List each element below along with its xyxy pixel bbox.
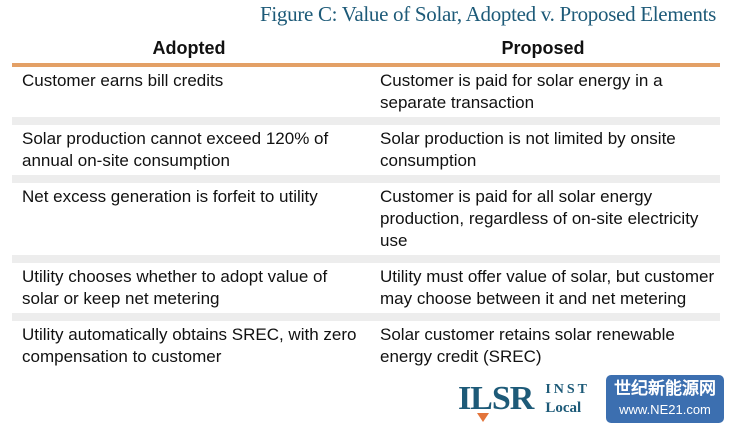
watermark-cn: 世纪新能源网 xyxy=(614,379,716,399)
watermark-url: www.NE21.com xyxy=(619,402,711,417)
row-divider xyxy=(12,117,720,125)
row-divider xyxy=(12,313,720,321)
header-proposed: Proposed xyxy=(501,38,585,58)
proposed-cell: Customer is paid for solar energy in a s… xyxy=(380,71,663,112)
comparison-table: Adopted Proposed Customer earns bill cre… xyxy=(12,34,720,371)
table-row: Utility chooses whether to adopt value o… xyxy=(12,263,720,313)
footer: ILSR INST Local 世纪新能源网 www.NE21.com xyxy=(0,375,730,423)
table-header: Adopted Proposed xyxy=(12,34,720,67)
table-row: Solar production cannot exceed 120% of a… xyxy=(12,125,720,175)
logo-line2: Local xyxy=(545,400,582,416)
triangle-icon xyxy=(476,413,489,422)
adopted-cell: Solar production cannot exceed 120% of a… xyxy=(22,129,329,170)
ilsr-logo: ILSR INST Local xyxy=(457,379,590,422)
logo-mark: ILSR xyxy=(457,380,534,417)
proposed-cell: Utility must offer value of solar, but c… xyxy=(380,267,715,308)
adopted-cell: Utility chooses whether to adopt value o… xyxy=(22,267,328,308)
proposed-cell: Solar customer retains solar renewable e… xyxy=(380,325,675,366)
header-adopted: Adopted xyxy=(152,38,226,58)
logo-line1: INST xyxy=(545,382,590,397)
table-row: Net excess generation is forfeit to util… xyxy=(12,183,720,255)
proposed-cell: Customer is paid for all solar energy pr… xyxy=(380,187,699,250)
row-divider xyxy=(12,175,720,183)
figure-title: Figure C: Value of Solar, Adopted v. Pro… xyxy=(260,2,716,26)
adopted-cell: Utility automatically obtains SREC, with… xyxy=(22,325,357,366)
adopted-cell: Net excess generation is forfeit to util… xyxy=(22,187,318,206)
watermark-badge: 世纪新能源网 www.NE21.com xyxy=(606,375,724,423)
proposed-cell: Solar production is not limited by onsit… xyxy=(380,129,676,170)
table-row: Customer earns bill credits Customer is … xyxy=(12,67,720,117)
adopted-cell: Customer earns bill credits xyxy=(22,71,224,90)
row-divider xyxy=(12,255,720,263)
table-row: Utility automatically obtains SREC, with… xyxy=(12,321,720,371)
